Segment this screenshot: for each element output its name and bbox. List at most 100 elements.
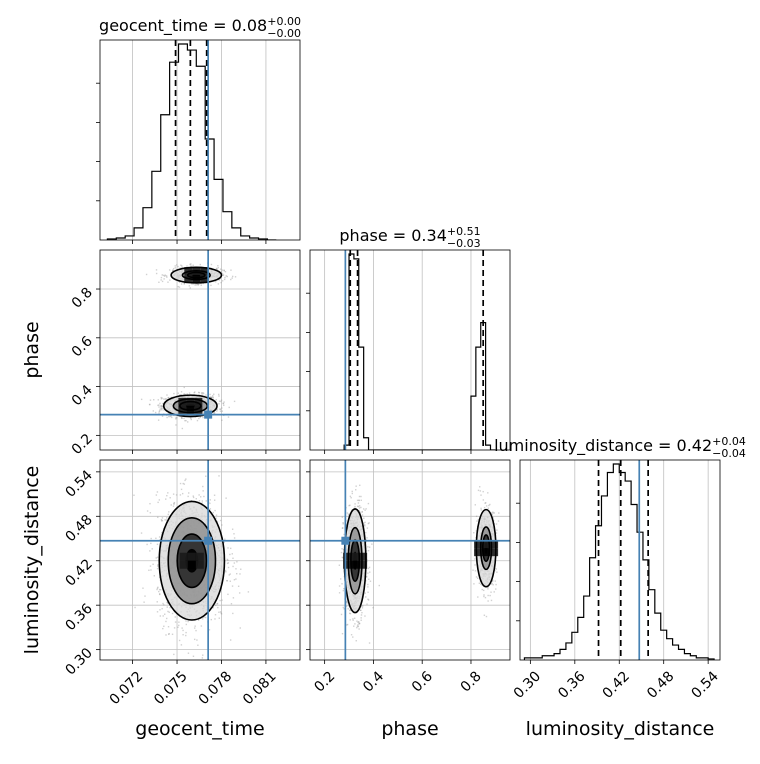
scatter-point	[217, 606, 219, 609]
axes-frame	[519, 459, 721, 661]
scatter-point	[160, 398, 163, 400]
scatter-point	[342, 548, 345, 551]
scatter-point	[166, 276, 168, 278]
scatter-point	[479, 490, 482, 492]
scatter-point	[160, 408, 163, 410]
scatter-point	[346, 624, 348, 626]
scatter-point	[173, 653, 175, 656]
scatter-point	[216, 268, 218, 270]
density-core-bin	[359, 552, 368, 561]
scatter-point	[201, 500, 203, 502]
scatter-point	[231, 277, 233, 279]
scatter-point	[180, 488, 183, 491]
scatter-point	[368, 566, 371, 569]
density-core-bin	[179, 560, 188, 569]
scatter-point	[184, 479, 186, 482]
scatter-point	[227, 562, 230, 564]
scatter-point	[231, 528, 234, 530]
scatter-point	[213, 499, 216, 501]
scatter-point	[216, 410, 218, 412]
scatter-point	[179, 494, 182, 496]
scatter-point	[159, 589, 162, 591]
scatter-point	[218, 395, 220, 397]
scatter-point	[213, 412, 216, 414]
scatter-point	[193, 391, 195, 394]
scatter-point	[167, 626, 170, 628]
scatter-point	[359, 609, 362, 611]
scatter-point	[198, 391, 201, 394]
scatter-point	[236, 561, 238, 563]
scatter-point	[163, 604, 165, 606]
scatter-point	[358, 495, 361, 498]
contour-line	[181, 270, 211, 281]
scatter-point	[482, 499, 485, 501]
scatter-point	[237, 585, 240, 587]
scatter-point	[181, 417, 183, 419]
scatter-point	[214, 618, 216, 620]
scatter-point	[180, 283, 183, 285]
scatter-point	[161, 407, 164, 409]
scatter-point	[185, 623, 188, 626]
scatter-point	[341, 632, 344, 635]
scatter-point	[476, 577, 479, 579]
scatter-point	[179, 482, 182, 485]
scatter-point	[178, 286, 181, 288]
scatter-point	[229, 639, 232, 641]
scatter-point	[350, 634, 353, 636]
scatter-point	[229, 573, 231, 575]
hist-step-geocent_time	[106, 43, 277, 240]
scatter-point	[233, 533, 235, 535]
scatter-point	[188, 392, 191, 394]
hist-step-luminosity_distance	[523, 463, 715, 660]
scatter-point	[367, 591, 369, 593]
scatter-point	[172, 269, 174, 272]
scatter-point	[157, 501, 159, 504]
scatter-point	[156, 601, 158, 603]
scatter-point	[146, 543, 148, 546]
scatter-point	[181, 266, 183, 269]
contour-line	[347, 526, 363, 595]
scatter-point	[490, 591, 492, 593]
scatter-point	[477, 489, 480, 492]
scatter-point	[133, 494, 135, 496]
scatter-point	[167, 513, 170, 516]
x-tick-label: 0.48	[644, 668, 677, 701]
scatter-point	[360, 609, 362, 612]
scatter-point	[174, 621, 177, 623]
scatter-point	[190, 265, 192, 267]
scatter-point	[200, 625, 203, 627]
density-core-bin	[194, 405, 203, 414]
scatter-point	[364, 615, 366, 617]
scatter-point	[158, 590, 160, 593]
scatter-point	[188, 285, 191, 287]
scatter-point	[188, 492, 190, 494]
scatter-point	[151, 548, 153, 550]
scatter-point	[496, 571, 498, 573]
scatter-point	[345, 601, 348, 603]
scatter-point	[197, 644, 199, 646]
scatter-point	[163, 409, 165, 411]
scatter-point	[226, 580, 229, 582]
axes-frame	[309, 459, 511, 661]
scatter-point	[185, 478, 187, 480]
title-value: luminosity_distance = 0.42	[494, 436, 712, 456]
scatter-point	[158, 499, 161, 501]
scatter-point	[213, 393, 215, 395]
scatter-point	[349, 495, 352, 498]
scatter-point	[180, 644, 183, 646]
scatter-point	[495, 583, 497, 586]
scatter-point	[185, 634, 187, 637]
scatter-point	[165, 519, 168, 521]
scatter-point	[222, 402, 225, 405]
scatter-point	[348, 612, 351, 615]
scatter-point	[152, 410, 155, 412]
density-core-bin	[474, 540, 483, 549]
scatter-point	[342, 589, 345, 592]
scatter-point	[340, 551, 343, 554]
scatter-point	[216, 408, 219, 411]
scatter-point	[363, 522, 365, 524]
scatter-point	[362, 605, 364, 607]
scatter-point	[210, 396, 213, 399]
scatter-point	[166, 606, 168, 608]
